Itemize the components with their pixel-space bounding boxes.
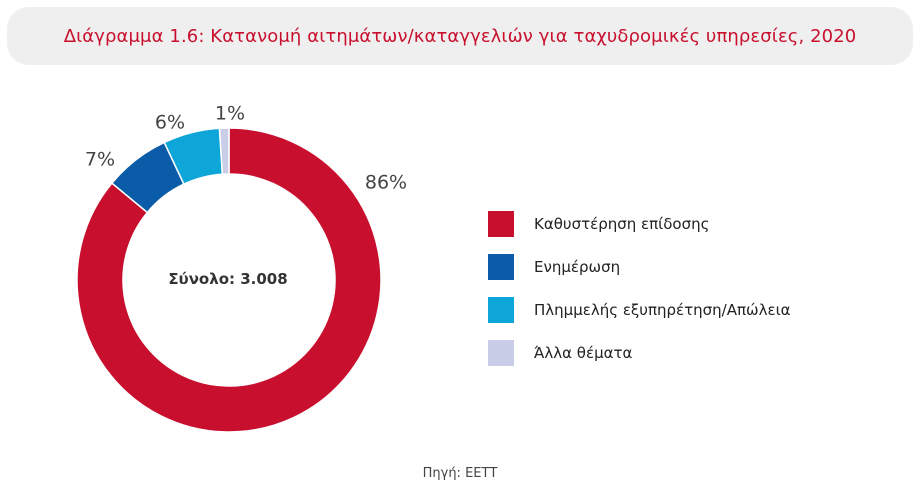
donut-slices — [76, 127, 382, 433]
slice-label-3: 6% — [155, 112, 185, 134]
slice-label-1: 86% — [365, 172, 407, 194]
center-total-label: Σύνολο: 3.008 — [168, 270, 287, 288]
slice-label-2: 7% — [85, 149, 115, 171]
legend-item-3: Πλημμελής εξυπηρέτηση/Απώλεια — [488, 296, 908, 324]
legend-label: Άλλα θέματα — [534, 344, 633, 362]
legend-swatch — [488, 297, 514, 323]
legend-swatch — [488, 340, 514, 366]
title-bar: Διάγραμμα 1.6: Κατανομή αιτημάτων/καταγγ… — [7, 7, 913, 65]
legend-item-1: Καθυστέρηση επίδοσης — [488, 210, 908, 238]
legend: Καθυστέρηση επίδοσης Ενημέρωση Πλημμελής ε… — [488, 210, 908, 382]
slice-label-4: 1% — [215, 103, 245, 125]
legend-item-2: Ενημέρωση — [488, 253, 908, 281]
legend-label: Πλημμελής εξυπηρέτηση/Απώλεια — [534, 301, 791, 319]
legend-item-4: Άλλα θέματα — [488, 339, 908, 367]
source-note: Πηγή: ΕΕΤΤ — [422, 466, 498, 481]
chart-title: Διάγραμμα 1.6: Κατανομή αιτημάτων/καταγγ… — [63, 25, 857, 47]
legend-label: Καθυστέρηση επίδοσης — [534, 215, 710, 233]
legend-label: Ενημέρωση — [534, 258, 621, 276]
slice-labels: 86% 7% 6% 1% — [85, 103, 407, 194]
slice-4 — [218, 127, 230, 176]
slice-1 — [76, 127, 382, 433]
legend-swatch — [488, 211, 514, 237]
legend-swatch — [488, 254, 514, 280]
